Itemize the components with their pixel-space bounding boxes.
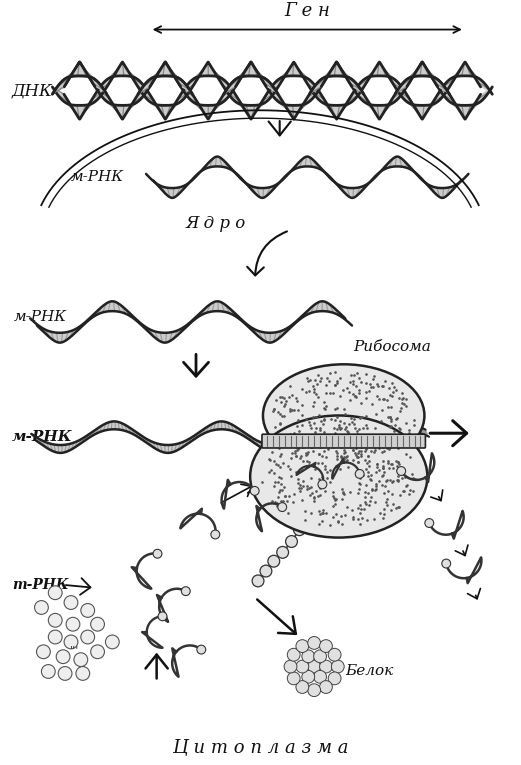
Circle shape: [91, 645, 104, 659]
Text: Рибосома: Рибосома: [354, 340, 431, 354]
Circle shape: [328, 648, 341, 661]
Text: Г е н: Г е н: [284, 2, 330, 20]
Text: м-РНК: м-РНК: [12, 430, 72, 444]
Ellipse shape: [250, 415, 427, 538]
Circle shape: [308, 684, 320, 697]
Circle shape: [301, 512, 313, 524]
Circle shape: [81, 604, 95, 617]
Circle shape: [425, 519, 433, 528]
Circle shape: [302, 670, 315, 683]
Circle shape: [36, 645, 51, 659]
Circle shape: [250, 487, 259, 495]
Polygon shape: [309, 62, 364, 94]
Polygon shape: [146, 157, 468, 198]
Circle shape: [48, 614, 62, 627]
Circle shape: [48, 630, 62, 644]
FancyBboxPatch shape: [262, 435, 426, 448]
Circle shape: [211, 530, 220, 539]
Circle shape: [81, 630, 95, 644]
Text: т-РНК: т-РНК: [12, 578, 68, 592]
Ellipse shape: [263, 364, 425, 467]
Circle shape: [319, 640, 332, 653]
Circle shape: [34, 601, 48, 614]
Text: Я д р о: Я д р о: [185, 215, 246, 232]
Circle shape: [302, 650, 315, 662]
Polygon shape: [30, 301, 352, 343]
Circle shape: [64, 635, 78, 649]
Polygon shape: [224, 62, 278, 94]
Circle shape: [197, 645, 206, 654]
Circle shape: [293, 524, 305, 536]
Polygon shape: [138, 62, 192, 94]
Circle shape: [308, 660, 320, 673]
Circle shape: [296, 681, 309, 693]
Circle shape: [314, 670, 327, 683]
Text: ДНК: ДНК: [11, 82, 52, 99]
Polygon shape: [52, 62, 492, 119]
Circle shape: [319, 660, 332, 673]
Circle shape: [42, 665, 55, 679]
Circle shape: [318, 480, 327, 489]
Circle shape: [74, 653, 88, 666]
Polygon shape: [31, 422, 271, 453]
Circle shape: [105, 635, 119, 649]
Circle shape: [76, 666, 90, 680]
Circle shape: [296, 640, 309, 653]
Circle shape: [355, 470, 364, 478]
Circle shape: [287, 648, 300, 661]
Circle shape: [308, 636, 320, 649]
Circle shape: [48, 586, 62, 600]
Circle shape: [308, 498, 320, 510]
Text: Белок: Белок: [345, 665, 394, 679]
Circle shape: [181, 587, 190, 596]
Circle shape: [278, 503, 287, 512]
Circle shape: [268, 555, 280, 567]
Circle shape: [397, 467, 406, 476]
Text: Ц и т о п л а з м а: Ц и т о п л а з м а: [172, 739, 348, 757]
Text: ''': ''': [70, 645, 80, 655]
Circle shape: [277, 546, 289, 558]
Circle shape: [296, 660, 309, 673]
Circle shape: [56, 649, 70, 663]
Circle shape: [442, 559, 451, 568]
Circle shape: [66, 617, 80, 631]
Circle shape: [331, 660, 344, 673]
Circle shape: [91, 617, 104, 631]
Circle shape: [328, 672, 341, 685]
Circle shape: [153, 549, 162, 558]
Circle shape: [58, 666, 72, 680]
Polygon shape: [52, 62, 492, 119]
Circle shape: [287, 672, 300, 685]
Circle shape: [286, 536, 297, 548]
Polygon shape: [395, 62, 450, 94]
Circle shape: [260, 565, 272, 577]
Circle shape: [64, 596, 78, 610]
Polygon shape: [362, 425, 429, 442]
Polygon shape: [53, 62, 106, 94]
Circle shape: [314, 650, 327, 662]
Circle shape: [319, 681, 332, 693]
Circle shape: [252, 575, 264, 587]
Circle shape: [284, 660, 297, 673]
Circle shape: [158, 612, 167, 620]
Text: м-РНК: м-РНК: [71, 171, 124, 184]
Text: м-РНК: м-РНК: [14, 310, 67, 324]
